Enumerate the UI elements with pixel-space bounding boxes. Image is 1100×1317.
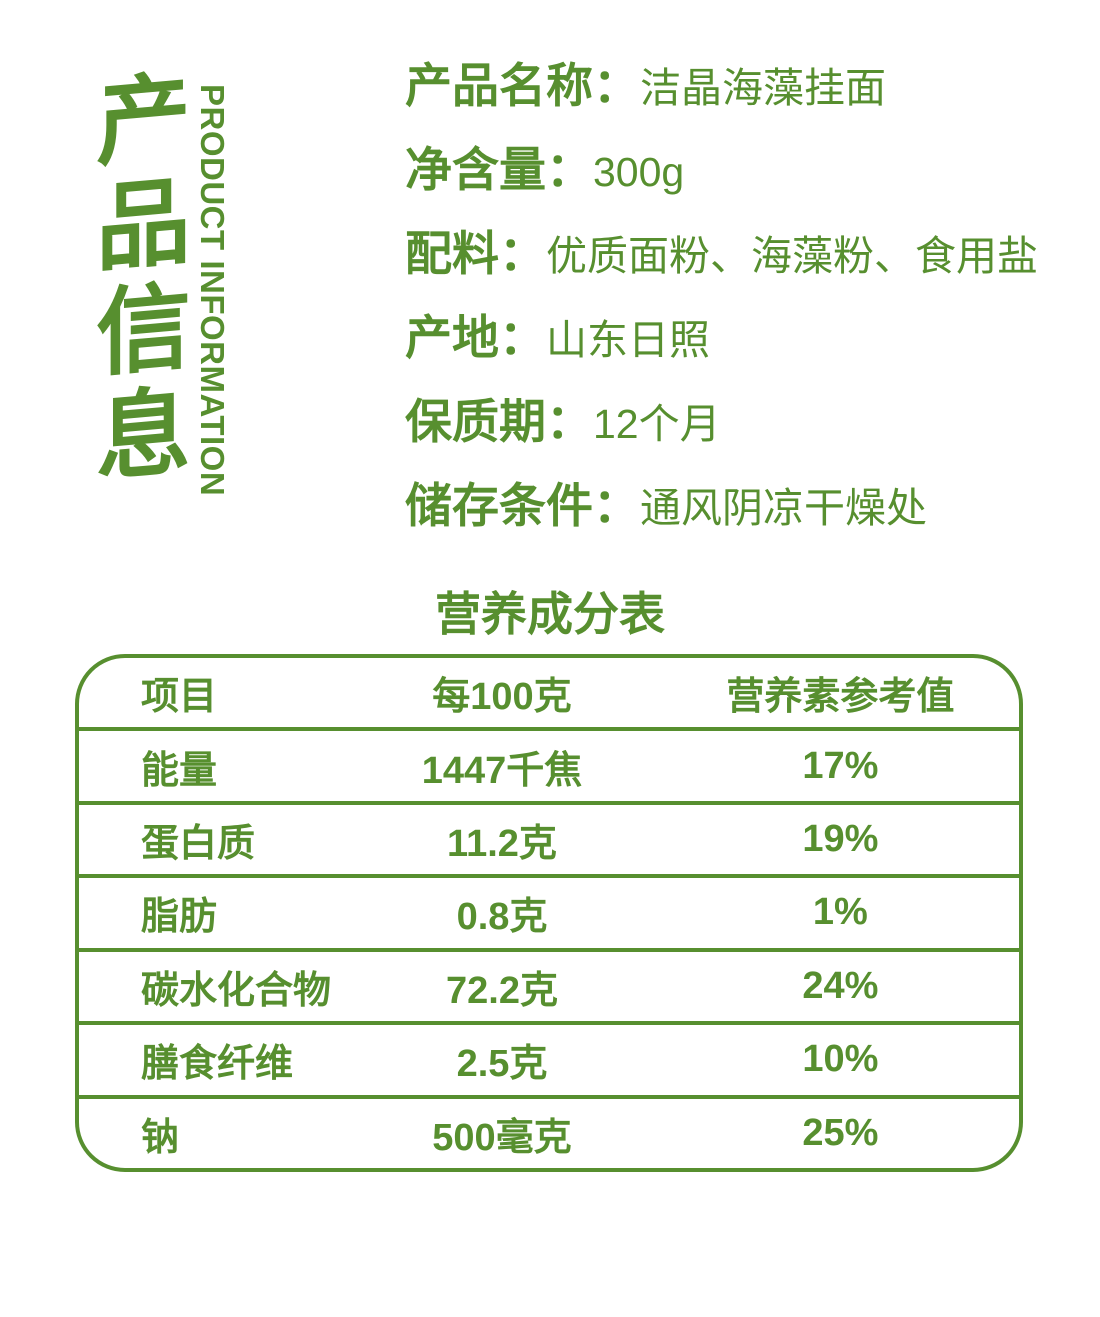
- detail-value: 300g: [593, 149, 685, 195]
- row-label: 钠: [141, 1116, 180, 1159]
- header-item: 项目: [141, 676, 218, 719]
- row-amount: 72.2克: [446, 969, 558, 1012]
- detail-value: 洁晶海藻挂面: [640, 65, 886, 111]
- product-details-list: 产品名称： 洁晶海藻挂面 净含量： 300g 配料： 优质面粉、海藻粉、食用盐 …: [405, 58, 1038, 536]
- detail-value: 12个月: [593, 401, 721, 447]
- detail-row-ingredients: 配料： 优质面粉、海藻粉、食用盐: [405, 226, 1038, 284]
- nutrition-table-title: 营养成分表: [435, 588, 665, 640]
- row-nrv: 10%: [802, 1038, 879, 1081]
- row-nrv: 25%: [802, 1111, 879, 1154]
- row-amount: 500毫克: [432, 1116, 572, 1159]
- banner-char-4: 息: [96, 378, 191, 494]
- row-amount: 0.8克: [456, 896, 548, 939]
- detail-label: 储存条件：: [405, 479, 640, 532]
- detail-label: 产地：: [405, 311, 546, 364]
- detail-label: 保质期：: [405, 395, 593, 448]
- row-nrv: 1%: [812, 891, 868, 934]
- product-info-banner: 产 品 信 息: [96, 64, 191, 494]
- row-amount: 2.5克: [456, 1043, 548, 1086]
- table-row-dietary-fiber: 膳食纤维 2.5克 10%: [79, 1025, 1019, 1099]
- row-label: 脂肪: [141, 896, 218, 939]
- table-row-energy: 能量 1447千焦 17%: [79, 731, 1019, 805]
- row-nrv: 24%: [802, 964, 879, 1007]
- detail-row-net-weight: 净含量： 300g: [405, 142, 1038, 200]
- detail-value: 通风阴凉干燥处: [640, 485, 927, 531]
- header-per-100g: 每100克: [432, 676, 572, 719]
- detail-label: 净含量：: [405, 143, 593, 196]
- table-row-fat: 脂肪 0.8克 1%: [79, 878, 1019, 952]
- row-label: 膳食纤维: [141, 1043, 294, 1086]
- table-row-sodium: 钠 500毫克 25%: [79, 1099, 1019, 1168]
- detail-row-origin: 产地： 山东日照: [405, 310, 1038, 368]
- row-amount: 1447千焦: [421, 749, 583, 792]
- row-label: 蛋白质: [141, 823, 256, 866]
- banner-char-2: 品: [96, 168, 191, 284]
- row-label: 碳水化合物: [141, 969, 332, 1012]
- row-label: 能量: [141, 749, 218, 792]
- detail-label: 产品名称：: [405, 59, 640, 112]
- nutrition-table: 项目 每100克 营养素参考值 能量 1447千焦 17% 蛋白质 11.2克 …: [75, 654, 1023, 1172]
- row-nrv: 19%: [802, 818, 879, 861]
- banner-char-3: 信: [96, 273, 191, 389]
- detail-row-storage: 储存条件： 通风阴凉干燥处: [405, 478, 1038, 536]
- row-nrv: 17%: [802, 744, 879, 787]
- detail-value: 优质面粉、海藻粉、食用盐: [546, 233, 1038, 279]
- table-row-protein: 蛋白质 11.2克 19%: [79, 805, 1019, 879]
- banner-english-subtitle: PRODUCT INFORMATION: [194, 84, 231, 497]
- detail-row-shelf-life: 保质期： 12个月: [405, 394, 1038, 452]
- nutrition-header-row: 项目 每100克 营养素参考值: [79, 658, 1019, 732]
- detail-label: 配料：: [405, 227, 546, 280]
- detail-value: 山东日照: [546, 317, 710, 363]
- detail-row-product-name: 产品名称： 洁晶海藻挂面: [405, 58, 1038, 116]
- header-nrv: 营养素参考值: [726, 676, 955, 719]
- row-amount: 11.2克: [447, 823, 557, 866]
- table-row-carbohydrate: 碳水化合物 72.2克 24%: [79, 952, 1019, 1026]
- banner-char-1: 产: [96, 63, 191, 179]
